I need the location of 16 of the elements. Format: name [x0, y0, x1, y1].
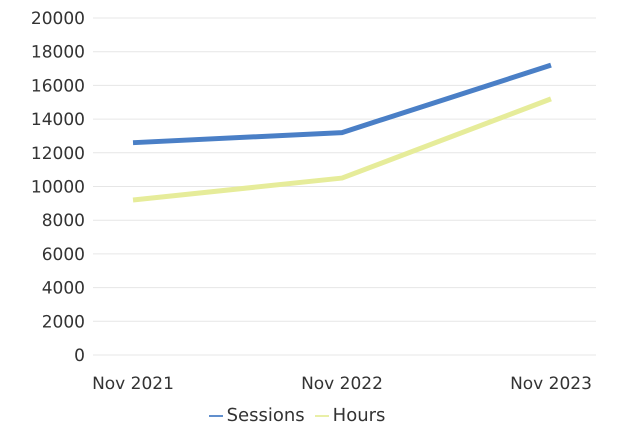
y-tick-label: 4000	[42, 278, 85, 299]
y-tick-label: 14000	[30, 110, 85, 130]
y-tick-label: 12000	[30, 144, 85, 164]
legend-label: Sessions	[226, 405, 305, 426]
x-tick-label: Nov 2023	[510, 374, 592, 394]
y-tick-label: 18000	[30, 42, 85, 63]
y-tick-label: 6000	[42, 244, 85, 265]
legend-label: Hours	[332, 405, 386, 426]
y-tick-label: 2000	[42, 312, 85, 332]
y-tick-label: 8000	[42, 211, 85, 232]
y-tick-label: 10000	[30, 178, 85, 198]
x-tick-label: Nov 2022	[301, 374, 383, 394]
y-tick-label: 0	[74, 346, 85, 366]
x-tick-label: Nov 2021	[92, 374, 174, 394]
y-tick-label: 20000	[30, 9, 85, 30]
y-tick-label: 16000	[30, 76, 85, 96]
